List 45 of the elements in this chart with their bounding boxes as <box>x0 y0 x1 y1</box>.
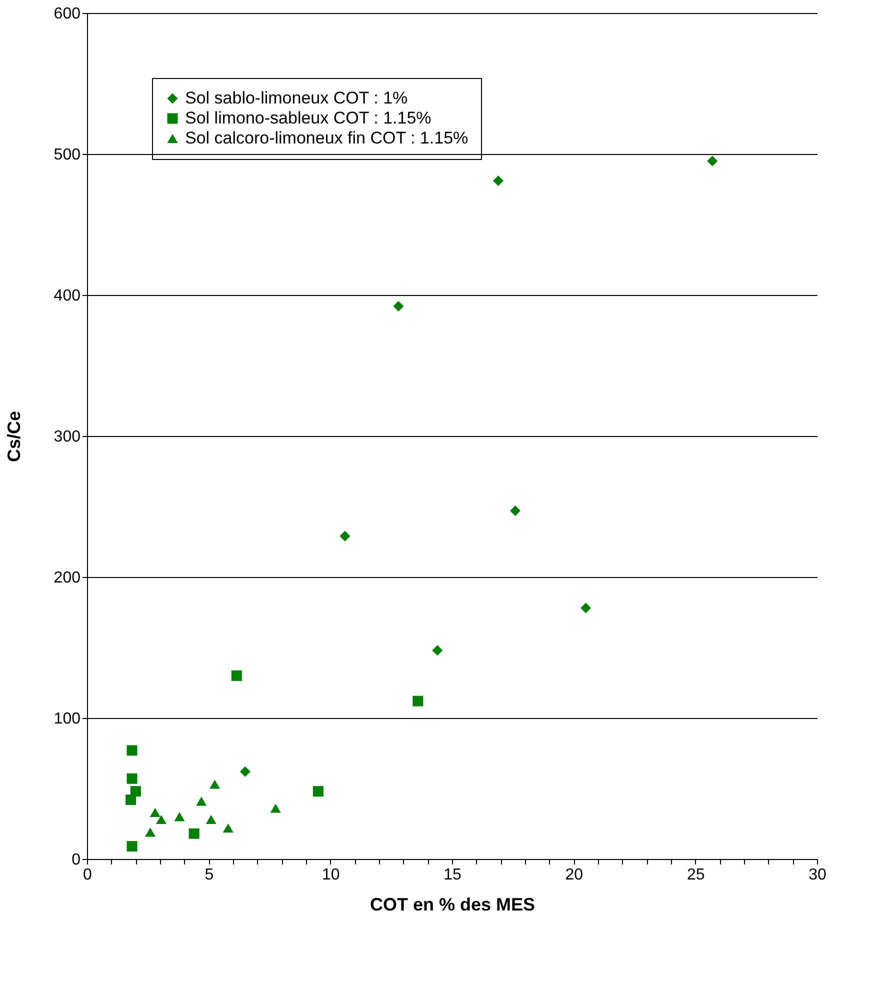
x-tick-label: 10 <box>322 866 340 884</box>
y-tick-label: 100 <box>54 710 81 728</box>
point <box>270 804 281 813</box>
point <box>510 505 521 516</box>
point <box>231 670 242 681</box>
point <box>126 745 138 756</box>
point <box>150 808 160 818</box>
x-tick-label: 0 <box>83 866 92 884</box>
point <box>210 780 220 789</box>
x-tick-label: 15 <box>444 866 462 884</box>
y-tick-label: 500 <box>54 146 81 164</box>
y-tick-label: 600 <box>54 6 81 22</box>
point <box>240 766 250 777</box>
x-tick-label: 25 <box>686 866 705 884</box>
point <box>126 841 138 852</box>
point <box>393 301 404 312</box>
legend-label: Sol limono-sableux COT : 1.15% <box>185 108 432 128</box>
legend-label: Sol calcoro-limoneux fin COT : 1.15% <box>185 128 468 148</box>
point <box>580 602 592 614</box>
x-tick-label: 30 <box>808 866 826 884</box>
point <box>126 773 138 784</box>
point <box>492 176 504 186</box>
point <box>156 814 166 824</box>
y-tick-label: 200 <box>54 570 81 586</box>
x-axis-title: COT en % des MES <box>370 894 536 914</box>
point <box>432 645 443 656</box>
point <box>222 823 234 833</box>
point <box>145 828 156 837</box>
y-tick-label: 400 <box>54 288 81 304</box>
x-tick-label: 5 <box>204 866 214 884</box>
legend-label: Sol sablo-limoneux COT : 1% <box>185 88 408 108</box>
point <box>196 796 207 806</box>
y-tick-label: 300 <box>54 428 81 446</box>
point <box>174 812 185 822</box>
y-tick-label: 0 <box>72 852 81 868</box>
point <box>312 786 324 797</box>
point <box>188 828 200 839</box>
point <box>130 786 141 797</box>
point <box>340 530 350 542</box>
point <box>412 696 424 706</box>
point <box>126 794 136 806</box>
y-axis-title: Cs/Ce <box>4 410 24 462</box>
point <box>206 814 216 824</box>
x-tick-label: 20 <box>565 866 584 884</box>
point <box>707 156 718 166</box>
